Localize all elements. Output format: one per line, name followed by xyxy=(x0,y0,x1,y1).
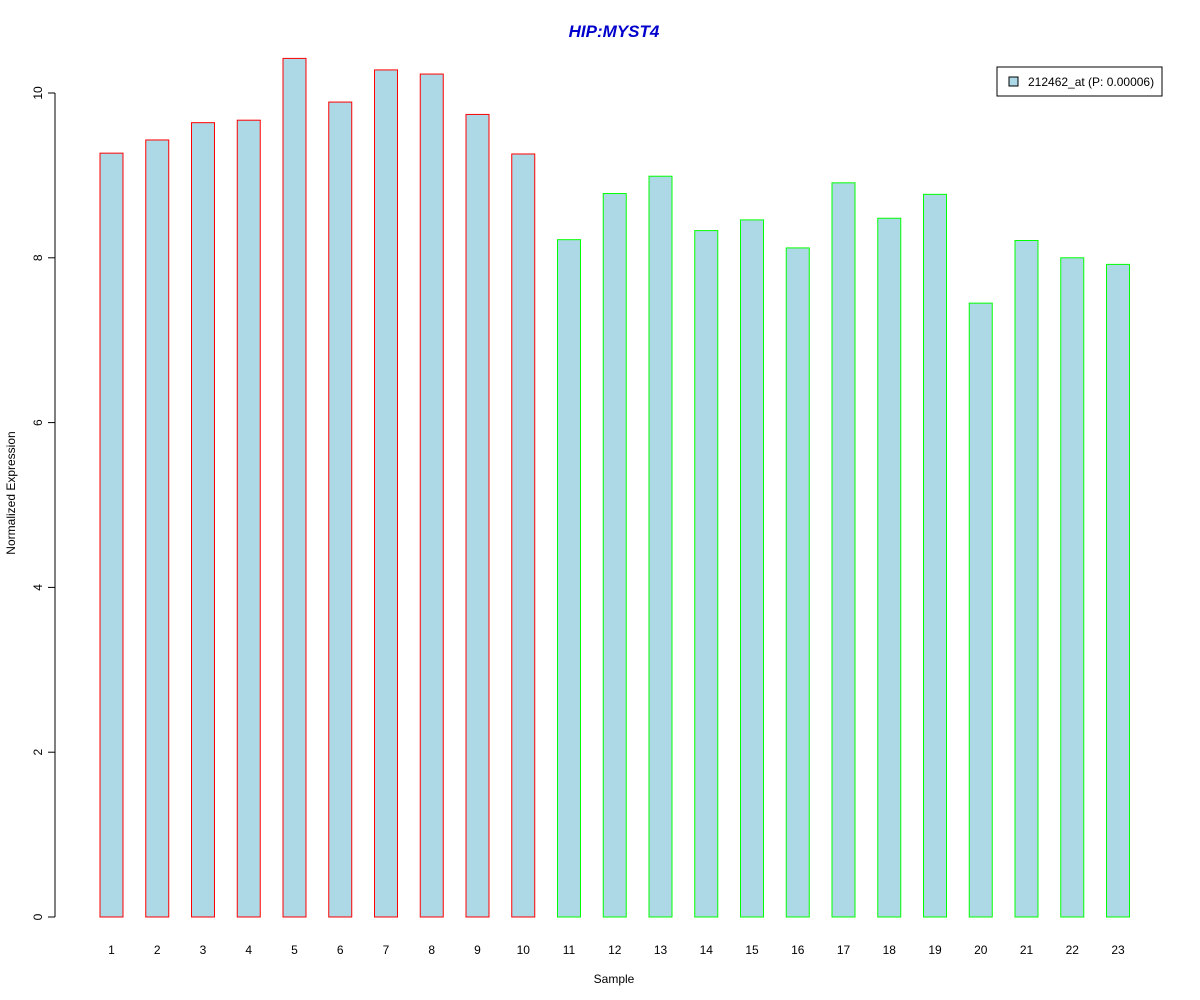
bar xyxy=(511,153,536,918)
y-tick-label: 0 xyxy=(31,913,45,920)
bar xyxy=(236,119,261,918)
x-tick-label: 5 xyxy=(291,943,298,957)
x-tick-label: 10 xyxy=(517,943,531,957)
x-tick-label: 20 xyxy=(974,943,988,957)
bar xyxy=(1106,263,1130,918)
chart-title: HIP:MYST4 xyxy=(569,22,660,41)
x-tick-label: 3 xyxy=(200,943,207,957)
x-tick-label: 14 xyxy=(700,943,714,957)
y-tick-label: 2 xyxy=(31,749,45,756)
bar xyxy=(785,247,810,918)
legend-box xyxy=(996,66,1163,97)
x-tick-label: 4 xyxy=(245,943,252,957)
x-tick-labels: 1 2 3 4 5 6 7 8 9 10 11 12 13 14 15 16 17 18 19 20 21 22 23 xyxy=(108,943,1125,957)
y-tick-label: 4 xyxy=(31,584,45,591)
bar xyxy=(557,239,581,918)
x-tick-label: 2 xyxy=(154,943,161,957)
x-tick-label: 19 xyxy=(928,943,942,957)
y-tick-label: 8 xyxy=(31,254,45,261)
y-tick-label: 6 xyxy=(31,419,45,426)
legend: 212462_at (P: 0.00006) xyxy=(996,66,1163,97)
x-tick-label: 12 xyxy=(608,943,622,957)
y-axis: 0 2 4 6 8 10 xyxy=(31,86,56,920)
bar xyxy=(602,193,627,918)
bar xyxy=(694,230,719,918)
x-tick-label: 22 xyxy=(1066,943,1080,957)
bar xyxy=(328,101,353,918)
bar xyxy=(282,57,307,918)
y-axis-title: Normalized Expression xyxy=(4,431,18,554)
x-tick-label: 17 xyxy=(837,943,851,957)
bar xyxy=(374,69,398,918)
bar xyxy=(1014,239,1039,918)
bar xyxy=(648,175,673,918)
x-tick-label: 1 xyxy=(108,943,115,957)
bar xyxy=(145,139,170,918)
bar xyxy=(923,193,947,918)
x-tick-label: 7 xyxy=(383,943,390,957)
x-tick-label: 13 xyxy=(654,943,668,957)
x-tick-label: 11 xyxy=(563,943,576,957)
bar xyxy=(740,219,764,918)
y-tick-label: 10 xyxy=(31,86,45,100)
x-tick-label: 18 xyxy=(883,943,897,957)
x-axis-title: Sample xyxy=(594,972,635,986)
bar xyxy=(419,73,444,918)
x-tick-label: 23 xyxy=(1111,943,1125,957)
bar xyxy=(465,113,490,918)
x-tick-label: 9 xyxy=(474,943,481,957)
bar xyxy=(191,122,215,918)
x-tick-label: 21 xyxy=(1020,943,1034,957)
x-tick-label: 16 xyxy=(791,943,805,957)
bar xyxy=(968,302,993,918)
x-tick-label: 8 xyxy=(428,943,435,957)
bar xyxy=(99,152,124,918)
legend-swatch xyxy=(1008,76,1019,87)
bar xyxy=(877,217,902,918)
bars xyxy=(99,57,1130,918)
x-tick-label: 6 xyxy=(337,943,344,957)
bar xyxy=(831,182,856,918)
legend-label: 212462_at (P: 0.00006) xyxy=(1028,75,1154,89)
x-tick-label: 15 xyxy=(745,943,759,957)
bar xyxy=(1060,257,1085,918)
